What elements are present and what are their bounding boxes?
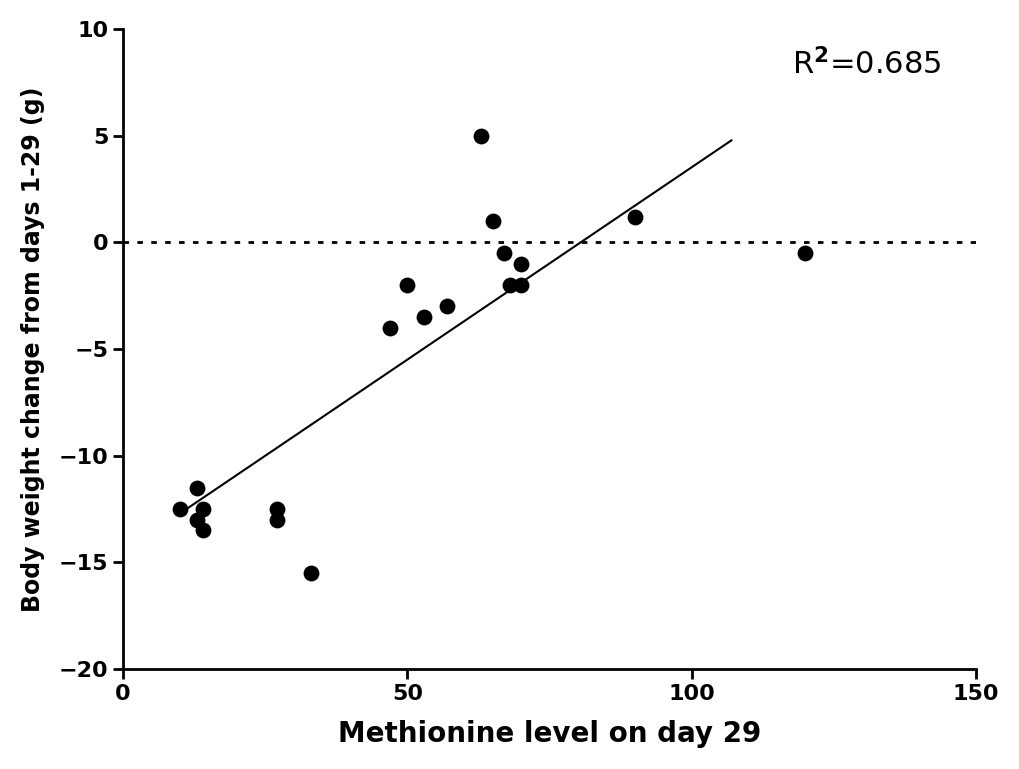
Point xyxy=(416,311,432,323)
Point xyxy=(189,514,205,526)
X-axis label: Methionine level on day 29: Methionine level on day 29 xyxy=(337,720,760,748)
Point xyxy=(438,300,454,312)
Point xyxy=(195,524,211,537)
Point xyxy=(626,211,642,223)
Point xyxy=(473,129,489,141)
Point xyxy=(501,278,518,291)
Point xyxy=(495,247,512,259)
Point xyxy=(195,503,211,515)
Point xyxy=(189,481,205,494)
Point xyxy=(513,278,529,291)
Point xyxy=(398,278,415,291)
Text: R$^2$=0.685: R$^2$=0.685 xyxy=(792,48,941,81)
Point xyxy=(171,503,187,515)
Point xyxy=(797,247,813,259)
Point xyxy=(303,567,319,579)
Point xyxy=(513,258,529,270)
Point xyxy=(268,503,284,515)
Y-axis label: Body weight change from days 1-29 (g): Body weight change from days 1-29 (g) xyxy=(20,86,45,611)
Point xyxy=(484,215,500,227)
Point xyxy=(382,321,398,334)
Point xyxy=(268,514,284,526)
